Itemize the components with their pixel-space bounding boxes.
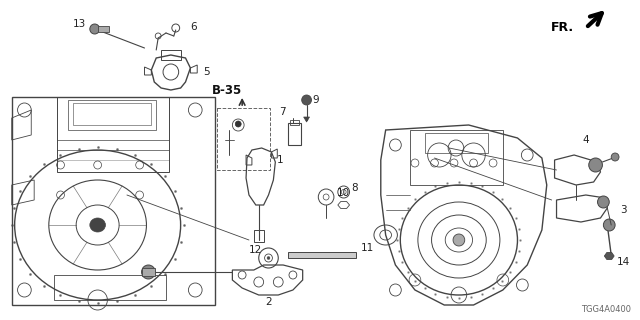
Text: 8: 8 bbox=[351, 183, 358, 193]
Bar bbox=[161, 50, 180, 60]
Text: 4: 4 bbox=[583, 135, 589, 145]
Text: 7: 7 bbox=[280, 107, 286, 117]
Bar bbox=[68, 100, 156, 130]
Bar bbox=[290, 120, 299, 125]
Bar bbox=[141, 268, 156, 276]
Bar bbox=[54, 275, 166, 300]
Circle shape bbox=[267, 257, 270, 260]
Ellipse shape bbox=[90, 218, 106, 232]
Circle shape bbox=[589, 158, 602, 172]
Bar bbox=[56, 97, 169, 172]
Text: 13: 13 bbox=[73, 19, 86, 29]
Circle shape bbox=[301, 95, 312, 105]
Text: FR.: FR. bbox=[551, 20, 574, 34]
Circle shape bbox=[604, 219, 615, 231]
Bar bbox=[73, 103, 151, 125]
Text: 5: 5 bbox=[203, 67, 210, 77]
Bar bbox=[217, 108, 271, 170]
Circle shape bbox=[141, 265, 156, 279]
Text: 11: 11 bbox=[361, 243, 374, 253]
Text: B-35: B-35 bbox=[212, 84, 243, 97]
Text: 14: 14 bbox=[617, 257, 630, 267]
Text: 3: 3 bbox=[620, 205, 627, 215]
Text: 9: 9 bbox=[312, 95, 319, 105]
Bar bbox=[98, 26, 109, 32]
Text: TGG4A0400: TGG4A0400 bbox=[581, 306, 631, 315]
Circle shape bbox=[236, 121, 241, 127]
Bar bbox=[425, 133, 488, 153]
Polygon shape bbox=[303, 117, 310, 122]
Bar bbox=[288, 252, 356, 258]
Bar bbox=[288, 123, 301, 145]
Circle shape bbox=[598, 196, 609, 208]
Text: 2: 2 bbox=[265, 297, 272, 307]
Bar bbox=[254, 230, 264, 242]
Polygon shape bbox=[604, 252, 614, 260]
Bar bbox=[410, 130, 503, 185]
Text: 6: 6 bbox=[190, 22, 197, 32]
Circle shape bbox=[611, 153, 619, 161]
Text: 10: 10 bbox=[337, 188, 350, 198]
Text: 12: 12 bbox=[248, 245, 262, 255]
Text: 1: 1 bbox=[277, 155, 284, 165]
Circle shape bbox=[453, 234, 465, 246]
Circle shape bbox=[90, 24, 100, 34]
